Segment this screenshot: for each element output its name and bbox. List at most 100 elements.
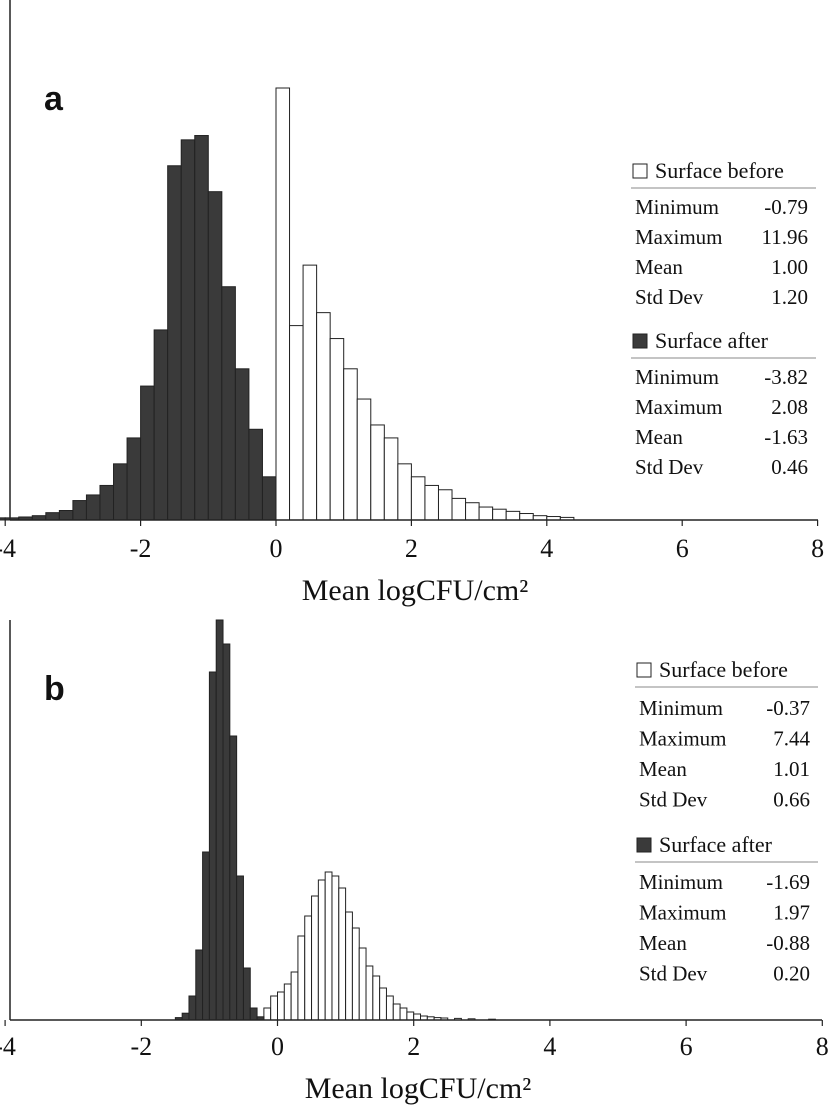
bar-surface-before-a-18 xyxy=(519,513,534,521)
bar-surface-before-a-14 xyxy=(465,502,480,521)
x-tick-label-a-0: -4 xyxy=(0,534,16,563)
bar-surface-before-b-2 xyxy=(277,991,285,1021)
bar-surface-after-a-11 xyxy=(140,385,155,521)
bar-surface-before-b-21 xyxy=(406,1011,415,1021)
bar-surface-before-b-18 xyxy=(385,995,394,1021)
stat-value-a-0-2: 1.00 xyxy=(771,255,808,279)
bar-surface-after-a-0 xyxy=(0,517,6,521)
bar-surface-after-b-7 xyxy=(222,643,231,1021)
bar-surface-before-a-7 xyxy=(370,424,385,521)
bar-surface-before-b-4 xyxy=(290,971,299,1021)
bar-surface-after-b-8 xyxy=(229,735,238,1021)
x-tick-label-a-3: 2 xyxy=(405,534,418,563)
stat-value-b-0-1: 7.44 xyxy=(773,727,810,751)
bar-surface-after-a-7 xyxy=(85,494,101,521)
bar-surface-after-a-17 xyxy=(221,286,236,521)
stat-value-b-0-0: -0.37 xyxy=(766,696,810,720)
bar-surface-before-a-8 xyxy=(383,437,399,521)
stat-value-b-1-2: -0.88 xyxy=(766,931,810,955)
bar-surface-before-a-12 xyxy=(437,489,453,521)
bar-surface-after-a-14 xyxy=(180,139,196,521)
x-tick-label-b-0: -4 xyxy=(0,1032,16,1061)
stat-value-b-1-0: -1.69 xyxy=(766,870,810,894)
bar-surface-before-b-22 xyxy=(413,1013,422,1021)
x-tick-label-b-6: 8 xyxy=(816,1032,829,1061)
bar-surface-before-b-1 xyxy=(270,995,279,1021)
bar-surface-before-a-4 xyxy=(329,338,345,521)
stat-label-a-1-0: Minimum xyxy=(635,365,719,389)
stat-label-b-0-0: Minimum xyxy=(639,696,723,720)
legend-swatch-after-b xyxy=(636,837,652,853)
stat-label-b-1-2: Mean xyxy=(639,931,687,955)
stat-value-b-0-3: 0.66 xyxy=(773,788,810,812)
bar-surface-before-a-1 xyxy=(289,325,304,521)
x-tick-label-a-6: 8 xyxy=(811,534,824,563)
bar-surface-after-a-10 xyxy=(126,437,142,521)
bar-surface-after-a-19 xyxy=(248,428,263,521)
panel-a: a -4 -2 0 2 4 6 8 Mean logCFU/cm² Surface befo… xyxy=(0,0,824,607)
stat-value-a-0-1: 11.96 xyxy=(762,225,808,249)
bar-surface-before-b-10 xyxy=(331,875,340,1021)
stat-value-a-1-1: 2.08 xyxy=(771,395,808,419)
x-tick-label-a-1: -2 xyxy=(130,534,152,563)
bar-surface-after-b-9 xyxy=(236,875,244,1021)
x-tick-label-a-5: 6 xyxy=(676,534,689,563)
histogram-bars-a xyxy=(0,87,575,521)
bar-surface-before-b-20 xyxy=(399,1007,408,1021)
stat-value-a-1-0: -3.82 xyxy=(764,365,808,389)
bar-surface-after-a-18 xyxy=(234,368,250,521)
stat-label-a-1-2: Mean xyxy=(635,425,683,449)
bar-surface-before-b-9 xyxy=(324,871,333,1021)
stat-label-a-0-1: Maximum xyxy=(635,225,723,249)
bar-surface-before-a-17 xyxy=(505,510,521,521)
x-tick-label-b-5: 6 xyxy=(680,1032,693,1061)
bar-surface-before-a-10 xyxy=(410,476,426,521)
bar-surface-after-b-2 xyxy=(188,995,197,1021)
histogram-bars-b xyxy=(174,619,496,1021)
bar-surface-after-b-1 xyxy=(181,1012,190,1021)
bar-surface-after-a-12 xyxy=(153,329,169,521)
bar-surface-after-b-10 xyxy=(242,967,251,1021)
bar-surface-after-a-5 xyxy=(58,510,74,521)
bar-surface-after-a-4 xyxy=(45,512,60,521)
stat-label-b-1-1: Maximum xyxy=(639,901,727,925)
stat-label-a-0-2: Mean xyxy=(635,255,683,279)
stat-label-a-0-0: Minimum xyxy=(635,195,719,219)
x-tick-label-b-2: 0 xyxy=(271,1032,284,1061)
x-ticks-a: -4 -2 0 2 4 6 8 xyxy=(0,520,824,563)
bar-surface-before-a-15 xyxy=(478,506,494,521)
x-axis-label-b: Mean logCFU/cm² xyxy=(305,1072,531,1105)
bar-surface-after-a-20 xyxy=(261,476,277,521)
panel-label-a: a xyxy=(44,80,64,118)
bar-surface-before-b-11 xyxy=(338,887,347,1021)
bar-surface-after-a-13 xyxy=(167,165,182,521)
x-axis-label-a: Mean logCFU/cm² xyxy=(302,574,528,607)
bar-surface-before-a-9 xyxy=(397,463,412,521)
bar-surface-after-b-11 xyxy=(249,1007,258,1021)
legend-swatch-before-a xyxy=(632,163,648,179)
stat-value-a-1-2: -1.63 xyxy=(764,425,808,449)
bar-surface-before-b-0 xyxy=(263,1007,272,1021)
bar-surface-after-a-6 xyxy=(72,500,87,521)
bar-surface-before-b-5 xyxy=(297,935,306,1021)
stat-value-a-1-3: 0.46 xyxy=(771,455,808,479)
stat-label-b-1-3: Std Dev xyxy=(639,962,708,986)
bar-surface-before-b-16 xyxy=(372,975,381,1021)
bar-surface-after-b-3 xyxy=(195,949,204,1021)
stat-label-b-0-2: Mean xyxy=(639,757,687,781)
bar-surface-after-b-6 xyxy=(215,619,224,1021)
bar-surface-after-a-9 xyxy=(113,463,128,521)
bar-surface-before-b-8 xyxy=(317,879,326,1021)
bar-surface-before-b-19 xyxy=(392,1003,401,1021)
stat-label-a-0-3: Std Dev xyxy=(635,285,704,309)
legend-title-after-a: Surface after xyxy=(655,328,769,353)
legend-title-after-b: Surface after xyxy=(659,832,773,857)
stat-label-b-0-3: Std Dev xyxy=(639,788,708,812)
bar-surface-before-a-2 xyxy=(302,264,318,521)
bar-surface-before-b-13 xyxy=(351,927,360,1021)
legend-title-before-a: Surface before xyxy=(655,158,784,183)
bar-surface-before-a-13 xyxy=(451,497,467,521)
stat-value-b-0-2: 1.01 xyxy=(773,757,810,781)
legend-swatch-after-a xyxy=(632,333,648,349)
